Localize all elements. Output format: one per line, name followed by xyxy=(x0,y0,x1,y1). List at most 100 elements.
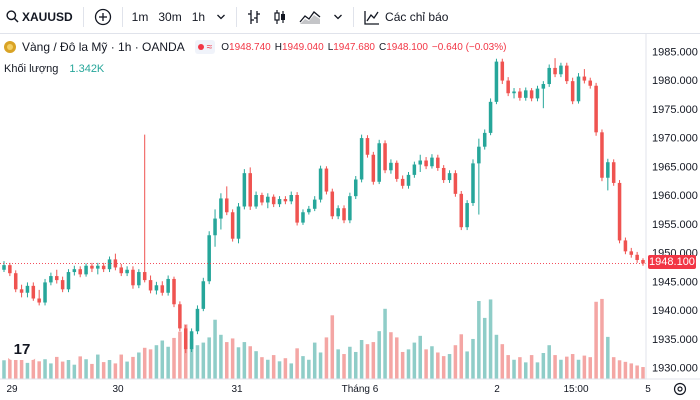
volume-bar xyxy=(365,344,370,379)
candle xyxy=(324,166,329,195)
candle xyxy=(312,196,317,212)
price-tick-label: 1945.000 xyxy=(652,276,698,288)
volume-bar xyxy=(353,351,358,379)
candle xyxy=(160,281,165,296)
volume-bar xyxy=(271,355,276,379)
volume-bar xyxy=(60,361,65,379)
candle xyxy=(125,266,129,277)
volume-bar xyxy=(453,345,458,379)
volume-bar xyxy=(600,298,604,379)
candle xyxy=(78,266,82,278)
volume-bar xyxy=(90,363,94,379)
candle xyxy=(137,269,141,289)
chart-type-dropdown[interactable] xyxy=(327,0,349,34)
candle-style-button[interactable] xyxy=(267,0,293,34)
volume-bar xyxy=(482,317,487,379)
legend-change: −0.640 (−0.03%) xyxy=(431,41,507,53)
data-delay-icon: ≈ xyxy=(206,41,213,53)
volume-bar xyxy=(178,331,182,379)
candle xyxy=(353,176,358,200)
volume-bar xyxy=(635,365,639,379)
price-axis: 1985.000 1980.000 1975.000 1970.000 1965.000… xyxy=(652,46,698,374)
volume-bar xyxy=(78,356,82,379)
volume-bar xyxy=(25,362,30,379)
volume-bar xyxy=(55,356,59,379)
price-tick-label: 1980.000 xyxy=(652,75,698,87)
candle xyxy=(55,269,59,284)
volume-bar xyxy=(236,347,241,379)
interval-1m[interactable]: 1m xyxy=(131,9,149,24)
plus-circle-icon xyxy=(94,8,112,26)
volume-bar xyxy=(342,354,346,379)
candle xyxy=(60,276,65,293)
candle xyxy=(72,265,77,276)
tradingview-logo[interactable]: 17 xyxy=(8,338,36,360)
candle xyxy=(43,278,47,306)
volume-bar xyxy=(412,342,417,379)
volume-bar xyxy=(248,346,252,379)
volume-bar xyxy=(107,360,112,379)
candle xyxy=(395,160,399,182)
volume-bar xyxy=(547,345,551,379)
volume-bar xyxy=(84,359,88,379)
price-tick-label: 1985.000 xyxy=(652,46,698,58)
chart-settings-button[interactable] xyxy=(672,381,688,397)
candle xyxy=(494,58,499,105)
volume-legend: Khối lượng 1.342K xyxy=(4,63,104,75)
interval-1h[interactable]: 1h xyxy=(191,9,206,24)
area-chart-icon xyxy=(299,9,321,25)
candle xyxy=(172,276,176,308)
candle xyxy=(154,281,159,295)
volume-bar xyxy=(37,361,41,379)
candle xyxy=(365,135,370,158)
toolbar-divider xyxy=(82,6,84,27)
candle xyxy=(107,256,112,273)
volume-bar xyxy=(623,361,628,379)
volume-bar xyxy=(66,360,71,379)
candle xyxy=(465,200,469,231)
candle xyxy=(131,266,135,289)
volume-bar xyxy=(500,344,505,379)
last-price-label: 1948.100 xyxy=(648,255,696,269)
candle xyxy=(289,191,294,205)
area-style-button[interactable] xyxy=(293,0,327,34)
volume-bar xyxy=(512,359,516,379)
candle xyxy=(295,192,299,226)
candle xyxy=(500,58,505,85)
interval-dropdown[interactable] xyxy=(210,0,232,34)
price-chart[interactable]: 1985.000 1980.000 1975.000 1970.000 1965.000… xyxy=(0,34,700,400)
market-status-badge[interactable]: ≈ xyxy=(194,40,216,54)
market-closed-dot-icon xyxy=(197,44,204,50)
candle xyxy=(318,165,323,203)
candle xyxy=(178,301,182,332)
volume-bar xyxy=(125,361,129,379)
candle xyxy=(565,62,569,85)
compare-symbol-button[interactable] xyxy=(88,0,118,34)
time-tick-label: 29 xyxy=(6,384,18,395)
interval-30m[interactable]: 30m xyxy=(158,9,182,24)
volume-bar xyxy=(471,338,475,379)
candle xyxy=(641,258,645,266)
candle xyxy=(66,269,71,293)
symbol-legend: Vàng / Đô la Mỹ · 1h · OANDA ≈ O1948.740… xyxy=(4,40,506,54)
volume-bar xyxy=(19,357,24,379)
candle xyxy=(342,205,346,224)
volume-bar xyxy=(336,349,340,379)
volume-bar xyxy=(43,359,47,379)
indicators-button[interactable]: Các chỉ báo xyxy=(358,0,454,34)
candle xyxy=(307,205,311,215)
symbol-search[interactable]: XAUUSD xyxy=(0,0,79,34)
candle xyxy=(617,180,622,244)
volume-bar xyxy=(195,345,200,379)
candle xyxy=(559,62,563,78)
volume-bar xyxy=(430,346,434,379)
chevron-down-icon xyxy=(333,13,343,21)
volume-bar xyxy=(565,356,569,379)
price-tick-label: 1960.000 xyxy=(652,190,698,202)
candle xyxy=(570,77,575,105)
bar-style-button[interactable] xyxy=(241,0,267,34)
time-tick-label: 31 xyxy=(231,384,243,395)
volume-bar xyxy=(189,338,194,379)
candle xyxy=(576,73,581,104)
volume-bar xyxy=(383,308,387,379)
